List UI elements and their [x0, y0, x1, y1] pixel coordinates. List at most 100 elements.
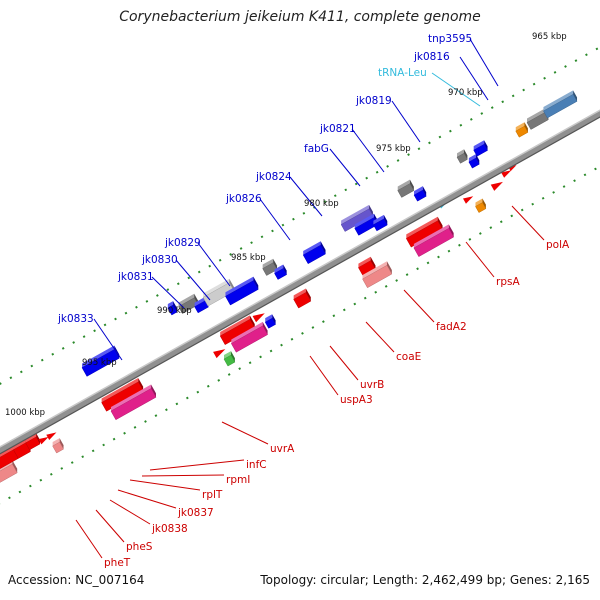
gene-block-uvrA-side-face	[138, 377, 144, 391]
label-jk0831[interactable]: jk0831	[117, 271, 154, 283]
gene-block-coaE-front-face	[264, 317, 276, 329]
gene-block-jk0819	[397, 179, 415, 198]
gene-block-orange-lower-top-face	[475, 198, 483, 207]
gene-block-jk0826	[262, 258, 278, 276]
gene-block-jk0816-side-face	[463, 149, 468, 160]
tick-lower-52	[499, 220, 503, 224]
topology-info: Topology: circular; Length: 2,462,499 bp…	[260, 573, 590, 587]
tick-lower-31	[280, 343, 283, 347]
label-tnp3595[interactable]: tnp3595	[428, 33, 472, 45]
gene-block-jk0829b-front-face	[225, 280, 259, 306]
tick-lower-5	[8, 496, 11, 500]
label-infc-leader	[149, 459, 245, 471]
tick-lower-40	[374, 290, 378, 294]
gene-block-polA-b-front-face	[413, 227, 455, 257]
label-uvrb[interactable]: uvrB	[360, 379, 384, 391]
tick-lower-7	[29, 484, 32, 488]
label-uspa3[interactable]: uspA3	[340, 394, 373, 406]
label-jk0821-leader	[351, 128, 385, 173]
tick-lower-45	[426, 261, 430, 265]
gene-block-polA	[405, 216, 443, 248]
label-fabg[interactable]: fabG	[304, 143, 329, 155]
gene-block-pheS-b-front-face	[0, 463, 18, 483]
tick-upper-38	[302, 211, 306, 215]
tick-upper-40	[323, 200, 327, 203]
gene-block-jk0829-top-face	[203, 278, 230, 298]
gene-arrow-lower-a	[490, 181, 503, 191]
tick-lower-14	[102, 443, 105, 447]
label-uvra[interactable]: uvrA	[270, 443, 295, 455]
tick-upper-58	[511, 94, 515, 98]
tick-lower-55	[531, 202, 535, 206]
gene-block-uvrB-b	[230, 321, 268, 353]
kbp-label: 970 kbp	[448, 88, 483, 98]
tick-upper-47	[396, 159, 400, 162]
tick-lower-18	[144, 420, 147, 423]
backbone-band	[0, 110, 600, 454]
label-jk0816[interactable]: jk0816	[413, 51, 450, 63]
kbp-label: 1000 kbp	[5, 408, 45, 418]
label-jk0826[interactable]: jk0826	[225, 193, 262, 205]
tick-lower-59	[573, 179, 576, 183]
label-jk0829[interactable]: jk0829	[164, 237, 201, 249]
label-pola[interactable]: polA	[546, 239, 570, 251]
label-jk0829-leader	[197, 242, 231, 287]
gene-block-uvrB-top-face	[220, 315, 250, 336]
genome-backbone	[0, 109, 600, 455]
gene-block-polA-top-face	[406, 216, 438, 239]
label-coae[interactable]: coaE	[396, 351, 421, 363]
tick-lower-13	[91, 449, 95, 453]
gene-block-uvrA	[101, 377, 144, 412]
gene-block-jk0816	[456, 149, 468, 164]
gene-block-infC-b-side-face	[59, 438, 64, 450]
label-jk0837[interactable]: jk0837	[177, 507, 214, 519]
tick-lower-58	[562, 185, 566, 188]
label-jk0838[interactable]: jk0838	[151, 523, 188, 535]
label-jk0830[interactable]: jk0830	[141, 254, 178, 266]
gene-block-uspA3	[223, 351, 236, 367]
label-pola-leader	[511, 205, 545, 241]
tick-upper-35	[271, 229, 274, 233]
gene-block-uvrA-top-face	[101, 377, 139, 403]
label-jk0821[interactable]: jk0821	[319, 123, 356, 135]
label-jk0816-leader	[459, 56, 489, 101]
label-trna-leu[interactable]: tRNA-Leu	[378, 67, 427, 79]
label-tnp3595-leader	[469, 38, 499, 87]
label-phet[interactable]: pheT	[104, 557, 131, 569]
label-jk0824[interactable]: jk0824	[255, 171, 292, 183]
tick-lower-57	[552, 191, 555, 194]
tick-lower-8	[39, 478, 43, 482]
label-phes[interactable]: pheS	[126, 541, 153, 553]
tick-upper-25	[166, 288, 170, 292]
tick-lower-46	[437, 255, 440, 259]
tick-upper-26	[176, 282, 180, 286]
gene-block-jk0816-top-face	[457, 149, 464, 158]
gene-arrow-polA-a	[463, 196, 474, 204]
tick-lower-48	[458, 243, 461, 247]
label-jk0819[interactable]: jk0819	[355, 95, 392, 107]
gene-block-uvrA-b-side-face	[151, 384, 156, 398]
tick-upper-17	[82, 335, 86, 338]
tick-lower-6	[18, 490, 22, 494]
label-rpsa[interactable]: rpsA	[496, 276, 520, 288]
label-rplt[interactable]: rplT	[202, 489, 223, 501]
label-rpmi[interactable]: rpmI	[226, 474, 250, 486]
gene-block-uvrA-b-top-face	[110, 384, 152, 412]
tick-lower-27	[238, 367, 242, 370]
label-fabg-leader	[329, 148, 361, 187]
gene-block-jk0831	[167, 301, 178, 316]
tick-upper-62	[553, 71, 557, 74]
tick-upper-54	[469, 117, 473, 121]
gene-block-jk0819b-side-face	[422, 186, 427, 197]
gene-block-jk0824-front-face	[302, 244, 326, 265]
label-infc[interactable]: infC	[246, 459, 267, 471]
gene-block-jk0824	[302, 241, 326, 265]
label-jk0833[interactable]: jk0833	[57, 313, 94, 325]
tick-upper-65	[585, 53, 588, 57]
tick-upper-20	[114, 317, 117, 321]
gene-block-jk0826b-front-face	[274, 268, 288, 280]
label-fada2[interactable]: fadA2	[436, 321, 467, 333]
tick-upper-52	[449, 129, 452, 133]
gene-block-polA-b	[413, 224, 455, 257]
gene-block-jk0831-front-face	[167, 304, 178, 316]
